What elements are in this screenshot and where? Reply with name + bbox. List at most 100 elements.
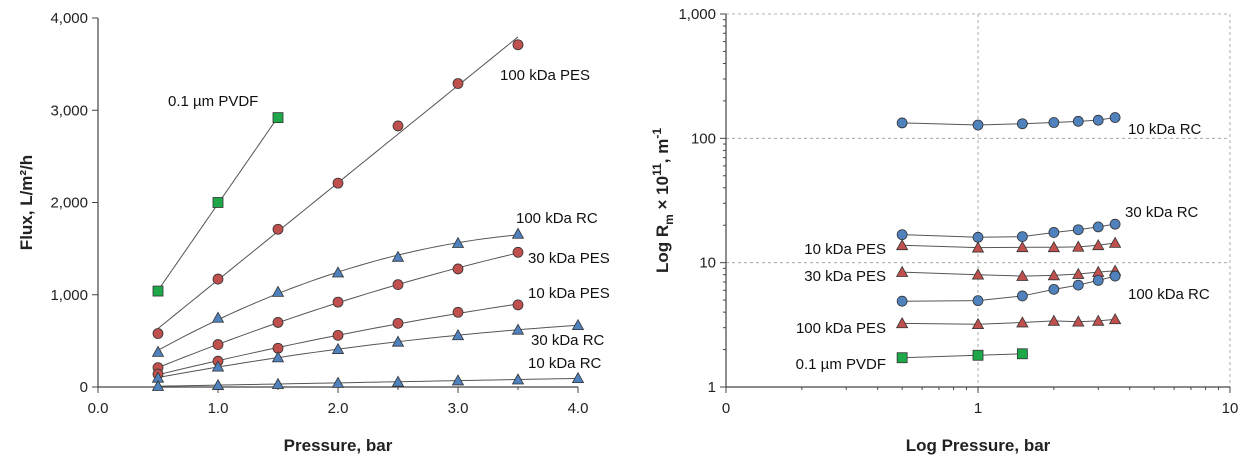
chart1-x-tick-label: 1.0 [208,400,229,417]
data-point-30-kda-rc [1072,224,1084,236]
data-point-10-kda-pes [1016,240,1029,253]
chart2-y-axis-title-part: -1 [650,128,664,139]
chart2-y-axis-title-part: , m [653,139,672,164]
data-point-100-kda-pes [1072,315,1085,327]
data-point-100-kda-rc [1072,279,1084,291]
chart1-x-tick-label: 2.0 [328,400,349,417]
series-label-30-kda-pes: 30 kDa PES [528,250,610,267]
chart2-y-tick-label: 100 [691,130,716,147]
series-label-0-1-m-pvdf: 0.1 µm PVDF [168,93,258,110]
chart2-y-tick-label: 10 [699,255,716,272]
data-point-100-kda-rc [972,295,984,307]
chart1-y-tick-label: 1,000 [50,287,88,304]
data-point-100-kda-rc [331,266,345,278]
data-point-30-kda-rc [511,323,525,335]
chart2-x-tick-label: 0 [722,400,730,417]
data-point-30-kda-rc [451,329,465,341]
data-point-100-kda-rc [1016,290,1028,302]
data-point-10-kda-rc [1048,117,1060,128]
data-point-100-kda-pes [272,223,284,235]
data-point-100-kda-pes [512,39,524,51]
chart1-y-tick-label: 2,000 [50,195,88,212]
chart2-axes [720,13,1231,393]
chart1-y-tick-label: 0 [80,379,88,396]
data-point-100-kda-pes [1047,314,1061,326]
data-point-10-kda-pes [1072,240,1085,252]
data-point-0-1-m-pvdf [212,197,224,208]
data-point-100-kda-pes [1092,314,1105,326]
chart1-labels: 0 1,000 2,000 3,000 4,000 0.0 1.0 2.0 3.0 4.0 Pres… [17,10,610,455]
series-label-100-kda-rc: 100 kDa RC [516,210,598,227]
data-point-30-kda-pes [272,317,284,328]
chart2-y-tick-label: 1 [708,379,716,396]
data-point-100-kda-pes [452,78,464,89]
data-point-30-kda-rc [896,229,908,241]
data-point-30-kda-rc [211,360,225,372]
series-label-10-kda-rc: 10 kDa RC [528,355,602,372]
data-point-10-kda-rc [1016,118,1028,130]
series-label-30-kda-pes: 30 kDa PES [804,268,886,285]
data-point-30-kda-pes [512,246,524,258]
data-point-100-kda-pes [392,120,404,132]
chart2-y-tick-label: 1,000 [678,6,716,23]
series-line-100-kda-rc [902,275,1116,302]
chart2-y-axis-title-part: Log R [653,225,672,273]
data-point-10-kda-pes [971,241,985,253]
data-point-30-kda-pes [392,279,404,291]
data-point-30-kda-rc [1048,227,1060,238]
data-point-30-kda-pes [1016,269,1029,281]
series-line-0-1-m-pvdf [902,353,1023,359]
data-point-100-kda-pes [895,317,909,329]
chart2-y-axis-title: Log Rm × 1011, m-1 [650,128,676,273]
series-line-10-kda-pes [902,242,1116,249]
data-point-100-kda-rc [151,345,165,357]
data-point-10-kda-rc [451,374,465,386]
chart1-markers [151,39,585,391]
series-label-10-kda-rc: 10 kDa RC [1128,121,1202,138]
data-point-30-kda-rc [1016,231,1028,243]
series-line-100-kda-pes [902,318,1116,325]
data-point-10-kda-pes [452,306,464,318]
data-point-100-kda-pes [971,317,985,329]
chart1-y-tick-label: 3,000 [50,102,88,119]
series-fit-line-30-kda-rc [157,324,579,379]
data-point-10-kda-pes [1092,238,1105,251]
series-label-0-1-m-pvdf: 0.1 µm PVDF [796,356,886,373]
data-point-10-kda-rc [331,376,345,388]
data-point-100-kda-rc [1048,283,1060,295]
data-point-10-kda-rc [972,119,984,131]
data-point-30-kda-pes [895,265,909,277]
data-point-30-kda-rc [1109,218,1121,230]
data-point-10-kda-rc [1072,115,1084,127]
chart2-x-tick-label: 1 [974,400,982,417]
data-point-100-kda-rc [511,227,525,239]
data-point-100-kda-rc [391,250,405,262]
data-point-30-kda-rc [972,231,984,243]
data-point-10-kda-rc [571,371,585,384]
data-point-30-kda-rc [271,351,285,363]
data-point-10-kda-pes [1108,236,1122,248]
data-point-10-kda-pes [895,238,909,251]
data-point-0-1-m-pvdf [152,285,164,297]
data-point-0-1-m-pvdf [272,112,284,124]
series-label-100-kda-pes: 100 kDa PES [500,67,590,84]
data-point-100-kda-rc [896,295,908,307]
data-point-0-1-m-pvdf [972,349,984,361]
data-point-30-kda-pes [212,339,224,350]
data-point-10-kda-pes [332,329,344,341]
data-point-30-kda-pes [452,263,464,275]
chart1-y-axis-title: Flux, L/m²/h [17,155,36,250]
series-label-100-kda-rc: 100 kDa RC [1128,286,1210,303]
data-point-30-kda-rc [391,335,405,347]
data-point-30-kda-pes [971,268,985,280]
data-point-10-kda-pes [1047,240,1061,253]
data-point-30-kda-pes [332,296,344,308]
data-point-10-kda-rc [1092,114,1104,126]
chart2-y-axis-title-part: × 10 [653,176,672,214]
chart2-markers [895,112,1122,364]
data-point-10-kda-pes [512,299,524,311]
series-label-100-kda-pes: 100 kDa PES [796,320,886,337]
chart2-grid [726,13,1231,387]
